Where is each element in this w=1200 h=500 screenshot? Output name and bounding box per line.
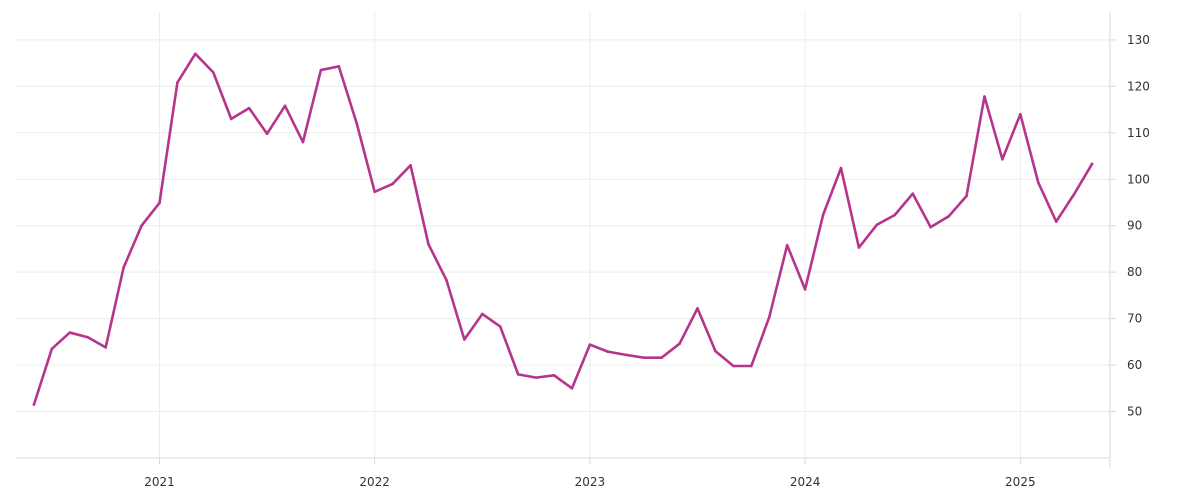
data-point <box>409 164 412 167</box>
y-tick-label: 50 <box>1127 405 1142 419</box>
data-point <box>427 242 430 246</box>
data-point <box>857 246 861 249</box>
x-tick-label: 2023 <box>575 475 606 489</box>
data-point <box>1072 192 1076 196</box>
data-point <box>821 213 825 217</box>
data-point <box>283 104 287 108</box>
data-point <box>481 312 484 316</box>
data-point <box>229 117 233 121</box>
data-point <box>32 403 36 406</box>
y-tick-label: 60 <box>1127 358 1142 372</box>
horizontal-gridlines <box>16 39 1110 413</box>
data-point <box>176 81 179 84</box>
data-point <box>1036 181 1040 184</box>
data-point <box>534 376 538 379</box>
data-point <box>122 266 125 269</box>
data-point <box>463 338 466 341</box>
data-point <box>642 356 645 359</box>
x-tick-label: 2025 <box>1005 475 1036 489</box>
data-point <box>588 343 592 346</box>
y-tick-label: 90 <box>1127 219 1142 233</box>
data-point <box>140 224 143 228</box>
series-layer <box>32 52 1094 406</box>
data-point <box>839 166 843 170</box>
data-point <box>929 225 932 229</box>
data-point <box>211 71 215 74</box>
data-point <box>678 342 681 346</box>
data-points <box>32 52 1094 406</box>
data-point <box>785 243 789 247</box>
vertical-gridlines <box>158 12 1021 458</box>
y-tick-label: 70 <box>1127 312 1142 326</box>
x-tick-label: 2022 <box>359 475 390 489</box>
y-tick-label: 130 <box>1127 33 1150 47</box>
data-point <box>445 278 448 282</box>
data-point <box>68 331 72 334</box>
data-point <box>337 65 341 68</box>
data-point <box>696 307 699 310</box>
y-tick-label: 110 <box>1127 126 1150 140</box>
data-point <box>983 95 986 98</box>
data-point <box>355 122 359 125</box>
data-point <box>158 201 161 205</box>
y-tick-label: 80 <box>1127 265 1142 279</box>
data-point <box>552 374 556 377</box>
x-tick-label: 2021 <box>144 475 175 489</box>
data-point <box>1054 220 1058 223</box>
series-line <box>32 52 1094 406</box>
data-point <box>1001 157 1004 161</box>
data-point <box>911 192 915 195</box>
y-tick-label: 100 <box>1127 172 1150 186</box>
data-point <box>965 194 968 198</box>
data-point <box>750 364 753 368</box>
data-point <box>86 335 90 339</box>
data-point <box>767 315 771 319</box>
data-point <box>624 353 628 357</box>
data-point <box>516 373 520 376</box>
data-point <box>319 68 323 72</box>
data-point <box>947 215 950 218</box>
data-point <box>570 387 574 390</box>
y-axis-ticks: 50 60 70 80 90 100 110 120 130 <box>1110 33 1150 419</box>
y-tick-label: 120 <box>1127 79 1150 93</box>
data-point <box>606 350 610 353</box>
data-point <box>660 356 663 359</box>
data-point <box>104 346 107 349</box>
data-point <box>714 349 717 353</box>
data-point <box>265 132 269 136</box>
data-point <box>498 325 502 328</box>
data-point <box>1090 162 1094 166</box>
x-axis-ticks: 2021 2022 2023 2024 2025 <box>144 458 1036 489</box>
data-point <box>247 106 251 110</box>
data-point <box>893 213 897 217</box>
data-point <box>803 288 807 291</box>
data-point <box>391 182 394 186</box>
data-point <box>732 364 735 368</box>
data-point <box>50 347 54 351</box>
data-point <box>373 190 376 194</box>
data-point <box>301 140 305 144</box>
data-point <box>194 52 197 56</box>
data-point <box>875 223 879 227</box>
data-point <box>1019 112 1022 116</box>
x-tick-label: 2024 <box>790 475 821 489</box>
